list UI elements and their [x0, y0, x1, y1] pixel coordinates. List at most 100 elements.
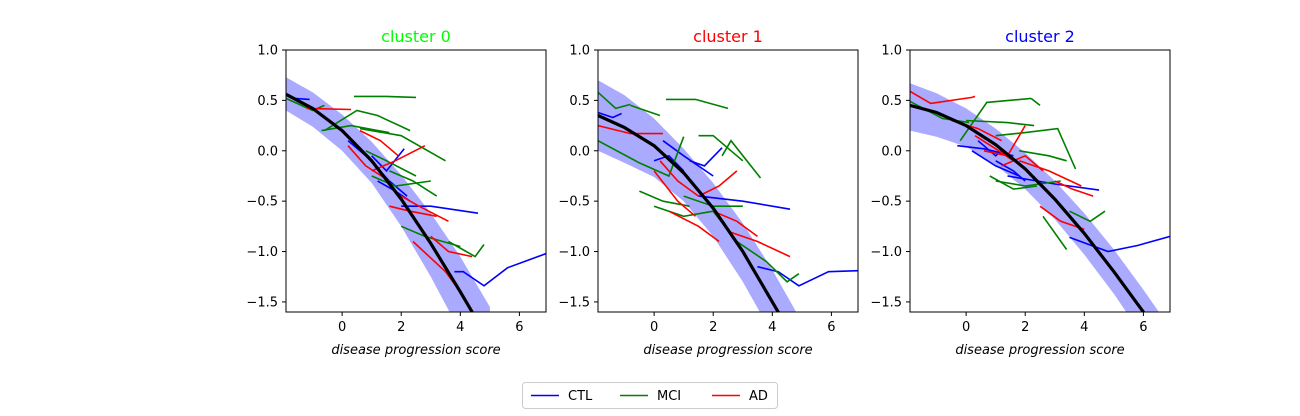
axes-frame — [285, 49, 547, 313]
trajectory-mci — [354, 95, 417, 99]
trajectory-ad — [598, 124, 663, 135]
trajectory-mci — [365, 150, 417, 177]
trajectory-ad — [698, 170, 738, 197]
trajectory-ad — [359, 129, 399, 157]
x-tick-label: 2 — [709, 320, 717, 335]
x-tick-label: 6 — [515, 320, 523, 335]
trajectory-ad — [400, 195, 449, 223]
confidence-band — [910, 83, 1159, 312]
trajectory-mci — [989, 175, 1038, 190]
trajectory-ad — [1054, 180, 1094, 197]
trajectory-ad — [910, 90, 976, 105]
trajectory-mci — [321, 124, 390, 134]
trajectory-mci — [653, 205, 714, 218]
trajectory-ctl — [757, 265, 858, 287]
trajectory-ad — [1019, 160, 1082, 187]
y-tick-label: 0.5 — [881, 94, 902, 109]
legend: CTL MCI AD — [522, 382, 778, 409]
panel-title: cluster 2 — [1005, 27, 1075, 46]
trajectory-mci — [666, 98, 729, 110]
trajectory-mci — [698, 134, 744, 162]
mean-curve — [286, 92, 475, 312]
x-tick-label: 0 — [650, 320, 658, 335]
trajectory-ad — [668, 210, 720, 243]
trajectory-ad — [974, 135, 1014, 162]
y-tick-label: −1.5 — [246, 295, 278, 310]
plot-area — [286, 77, 546, 312]
x-tick-label: 2 — [397, 320, 405, 335]
trajectory-ctl — [598, 111, 622, 119]
y-tick-label: 0.5 — [257, 94, 278, 109]
confidence-band — [598, 80, 797, 312]
trajectory-ctl — [371, 148, 405, 173]
trajectory-ctl — [971, 150, 1020, 177]
legend-label-ad: AD — [749, 389, 768, 404]
trajectory-mci — [598, 91, 631, 110]
legend-label-mci: MCI — [657, 389, 681, 404]
trajectory-mci — [371, 175, 431, 187]
trajectory-mci — [966, 119, 1035, 127]
panel-cluster-0: 0 2 4 6 1.0 0.5 0.0 −0.5 −1.0 −1.5 disease progres… — [246, 27, 547, 358]
panel-cluster-2: 0 2 4 6 1.0 0.5 0.0 −0.5 −1.0 −1.5 disease progres… — [870, 27, 1171, 358]
x-tick-label: 4 — [768, 320, 776, 335]
trajectory-ad — [659, 160, 699, 197]
panel-cluster-1: 0 2 4 6 1.0 0.5 0.0 −0.5 −1.0 −1.5 disease progres… — [558, 27, 859, 358]
legend-label-ctl: CTL — [568, 389, 593, 404]
y-tick-label: 1.0 — [257, 44, 278, 59]
y-tick-label: −1.5 — [558, 295, 590, 310]
trajectory-ad — [371, 144, 426, 172]
x-tick-label: 0 — [338, 320, 346, 335]
y-tick-label: −1.0 — [870, 245, 902, 260]
plot-area — [910, 83, 1170, 312]
trajectory-ctl — [454, 252, 546, 287]
x-tick-label: 6 — [827, 320, 835, 335]
trajectory-mci — [448, 240, 485, 258]
trajectory-ad — [430, 235, 473, 258]
trajectory-mci — [995, 127, 1077, 170]
trajectory-ad — [1001, 154, 1044, 172]
trajectory-mci — [1030, 97, 1041, 107]
trajectory-mci — [286, 97, 325, 112]
y-tick-label: −0.5 — [558, 195, 590, 210]
y-tick-label: −0.5 — [870, 195, 902, 210]
trajectory-mci — [359, 127, 446, 162]
trajectory-mci — [598, 136, 685, 178]
trajectory-ctl — [653, 154, 685, 172]
trajectory-mci — [721, 139, 762, 179]
axes-frame — [909, 49, 1171, 313]
trajectory-ad — [712, 210, 758, 238]
x-axis-label: disease progression score — [955, 343, 1124, 358]
trajectory-ctl — [401, 205, 479, 214]
trajectory-mci — [630, 104, 661, 117]
y-tick-label: 0.5 — [569, 94, 590, 109]
x-tick-label: 6 — [1139, 320, 1147, 335]
panel-title: cluster 1 — [693, 27, 763, 46]
trajectory-ctl — [689, 147, 723, 167]
trajectory-mci — [323, 109, 411, 132]
trajectory-ctl — [995, 160, 1026, 182]
panel-title: cluster 0 — [381, 27, 451, 46]
y-tick-label: 0.0 — [569, 144, 590, 159]
y-tick-label: −1.0 — [558, 245, 590, 260]
confidence-band — [286, 77, 490, 312]
plot-area — [598, 80, 858, 312]
y-tick-label: 0.0 — [881, 144, 902, 159]
trajectory-ctl — [977, 140, 1003, 157]
y-tick-label: −1.0 — [246, 245, 278, 260]
trajectory-ctl — [662, 140, 714, 177]
x-tick-label: 0 — [962, 320, 970, 335]
trajectory-ctl — [1069, 235, 1170, 253]
x-tick-label: 4 — [456, 320, 464, 335]
trajectory-ad — [727, 230, 791, 258]
y-tick-label: 1.0 — [569, 44, 590, 59]
y-tick-label: −0.5 — [246, 195, 278, 210]
trajectory-ad — [653, 170, 697, 217]
legend-box — [522, 382, 778, 409]
y-tick-label: −1.5 — [870, 295, 902, 310]
trajectory-mci — [389, 170, 438, 197]
trajectory-mci — [1042, 215, 1068, 250]
y-tick-label: 1.0 — [881, 44, 902, 59]
x-axis-label: disease progression score — [331, 343, 500, 358]
trajectory-mci — [1019, 150, 1067, 162]
